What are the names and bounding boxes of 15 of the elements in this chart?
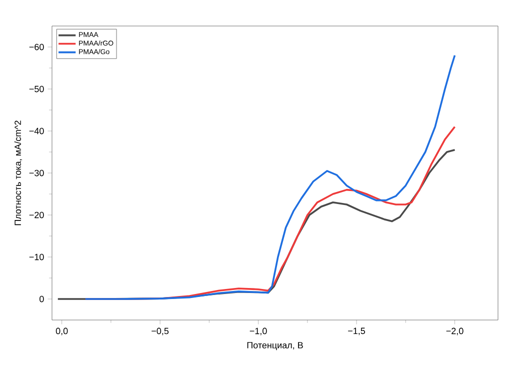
line-series xyxy=(84,54,456,300)
x-tick-label: −1,5 xyxy=(348,328,366,336)
x-tick-label: −1,0 xyxy=(250,328,267,336)
x-axis-title: Потенциал, В xyxy=(247,342,303,350)
x-tick-label: 0,0 xyxy=(56,328,68,336)
y-tick-label: −30 xyxy=(29,170,44,176)
y-tick-label: −60 xyxy=(29,44,44,50)
y-tick-label: −10 xyxy=(29,254,44,260)
x-tick-label: −2,0 xyxy=(446,328,464,336)
x-tick-label: −0,5 xyxy=(152,328,169,336)
y-tick-label: −40 xyxy=(29,128,44,134)
y-axis-title: Плотность тока, мА/cm^2 xyxy=(14,120,22,226)
y-tick-label: −50 xyxy=(29,86,44,92)
y-tick-label: 0 xyxy=(40,296,44,302)
y-tick-label: −20 xyxy=(29,212,44,218)
